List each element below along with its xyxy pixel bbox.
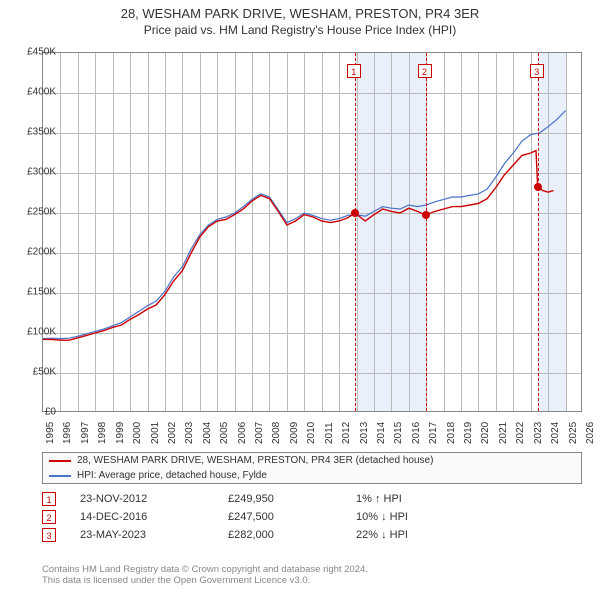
x-axis-label: 1995	[45, 422, 56, 444]
sale-date: 14-DEC-2016	[80, 511, 220, 523]
sales-table: 1 23-NOV-2012 £249,950 1% ↑ HPI 2 14-DEC-2016…	[42, 492, 582, 542]
x-axis-label: 2016	[411, 422, 422, 444]
chart-container: 28, WESHAM PARK DRIVE, WESHAM, PRESTON, …	[0, 0, 600, 590]
footer-line-2: This data is licensed under the Open Gov…	[42, 575, 582, 586]
footer-line-1: Contains HM Land Registry data © Crown c…	[42, 564, 582, 575]
sale-number-box: 1	[42, 492, 56, 506]
sale-number-box: 2	[42, 510, 56, 524]
legend-swatch	[49, 460, 71, 462]
x-axis-label: 2007	[254, 422, 265, 444]
x-axis-label: 2001	[150, 422, 161, 444]
x-axis-label: 2019	[463, 422, 474, 444]
x-axis-label: 2021	[498, 422, 509, 444]
sale-price: £282,000	[228, 529, 348, 541]
x-axis-label: 2010	[306, 422, 317, 444]
x-axis-label: 2004	[202, 422, 213, 444]
footer: Contains HM Land Registry data © Crown c…	[42, 564, 582, 586]
marker-line	[538, 53, 539, 411]
y-axis-label: £250K	[27, 207, 56, 218]
x-axis-label: 2014	[376, 422, 387, 444]
marker-dot	[534, 183, 542, 191]
x-axis-label: 1996	[62, 422, 73, 444]
x-axis-label: 2015	[393, 422, 404, 444]
y-axis-label: £300K	[27, 167, 56, 178]
y-axis-label: £50K	[33, 367, 56, 378]
y-axis-label: £450K	[27, 47, 56, 58]
sale-price: £249,950	[228, 493, 348, 505]
title-main: 28, WESHAM PARK DRIVE, WESHAM, PRESTON, …	[0, 6, 600, 21]
x-axis-label: 2012	[341, 422, 352, 444]
plot-area	[42, 52, 582, 412]
marker-label: 2	[418, 64, 432, 78]
x-axis-label: 2023	[533, 422, 544, 444]
x-axis-label: 2018	[446, 422, 457, 444]
sale-number-box: 3	[42, 528, 56, 542]
x-axis-label: 2003	[184, 422, 195, 444]
series-hpi	[43, 111, 566, 339]
y-axis-label: £350K	[27, 127, 56, 138]
y-axis-label: £100K	[27, 327, 56, 338]
legend-text: HPI: Average price, detached house, Fyld…	[77, 470, 267, 481]
x-axis-label: 1997	[80, 422, 91, 444]
marker-dot	[422, 211, 430, 219]
marker-label: 3	[530, 64, 544, 78]
x-axis-label: 2000	[132, 422, 143, 444]
x-axis-label: 1998	[97, 422, 108, 444]
sale-delta: 1% ↑ HPI	[356, 493, 582, 505]
legend-item: HPI: Average price, detached house, Fyld…	[43, 468, 581, 483]
x-axis-label: 2024	[550, 422, 561, 444]
sale-delta: 10% ↓ HPI	[356, 511, 582, 523]
x-axis-label: 2009	[289, 422, 300, 444]
legend-swatch	[49, 475, 71, 477]
x-axis-label: 2002	[167, 422, 178, 444]
x-axis-label: 2013	[359, 422, 370, 444]
sale-date: 23-MAY-2023	[80, 529, 220, 541]
sale-price: £247,500	[228, 511, 348, 523]
x-axis-label: 2020	[480, 422, 491, 444]
x-axis-label: 2025	[568, 422, 579, 444]
legend: 28, WESHAM PARK DRIVE, WESHAM, PRESTON, …	[42, 452, 582, 484]
x-axis-label: 2005	[219, 422, 230, 444]
series-price_paid	[43, 151, 553, 341]
x-axis-label: 2022	[515, 422, 526, 444]
marker-label: 1	[347, 64, 361, 78]
title-sub: Price paid vs. HM Land Registry's House …	[0, 23, 600, 37]
marker-line	[355, 53, 356, 411]
y-axis-label: £0	[45, 407, 56, 418]
x-axis-label: 2006	[237, 422, 248, 444]
x-axis-label: 1999	[115, 422, 126, 444]
marker-dot	[351, 209, 359, 217]
sale-date: 23-NOV-2012	[80, 493, 220, 505]
x-axis-label: 2011	[324, 422, 335, 444]
x-axis-label: 2017	[428, 422, 439, 444]
legend-text: 28, WESHAM PARK DRIVE, WESHAM, PRESTON, …	[77, 455, 433, 466]
y-axis-label: £200K	[27, 247, 56, 258]
y-axis-label: £150K	[27, 287, 56, 298]
sale-delta: 22% ↓ HPI	[356, 529, 582, 541]
title-block: 28, WESHAM PARK DRIVE, WESHAM, PRESTON, …	[0, 0, 600, 39]
legend-item: 28, WESHAM PARK DRIVE, WESHAM, PRESTON, …	[43, 453, 581, 468]
marker-line	[426, 53, 427, 411]
x-axis-label: 2026	[585, 422, 596, 444]
y-axis-label: £400K	[27, 87, 56, 98]
series-svg	[43, 53, 583, 413]
x-axis-label: 2008	[271, 422, 282, 444]
